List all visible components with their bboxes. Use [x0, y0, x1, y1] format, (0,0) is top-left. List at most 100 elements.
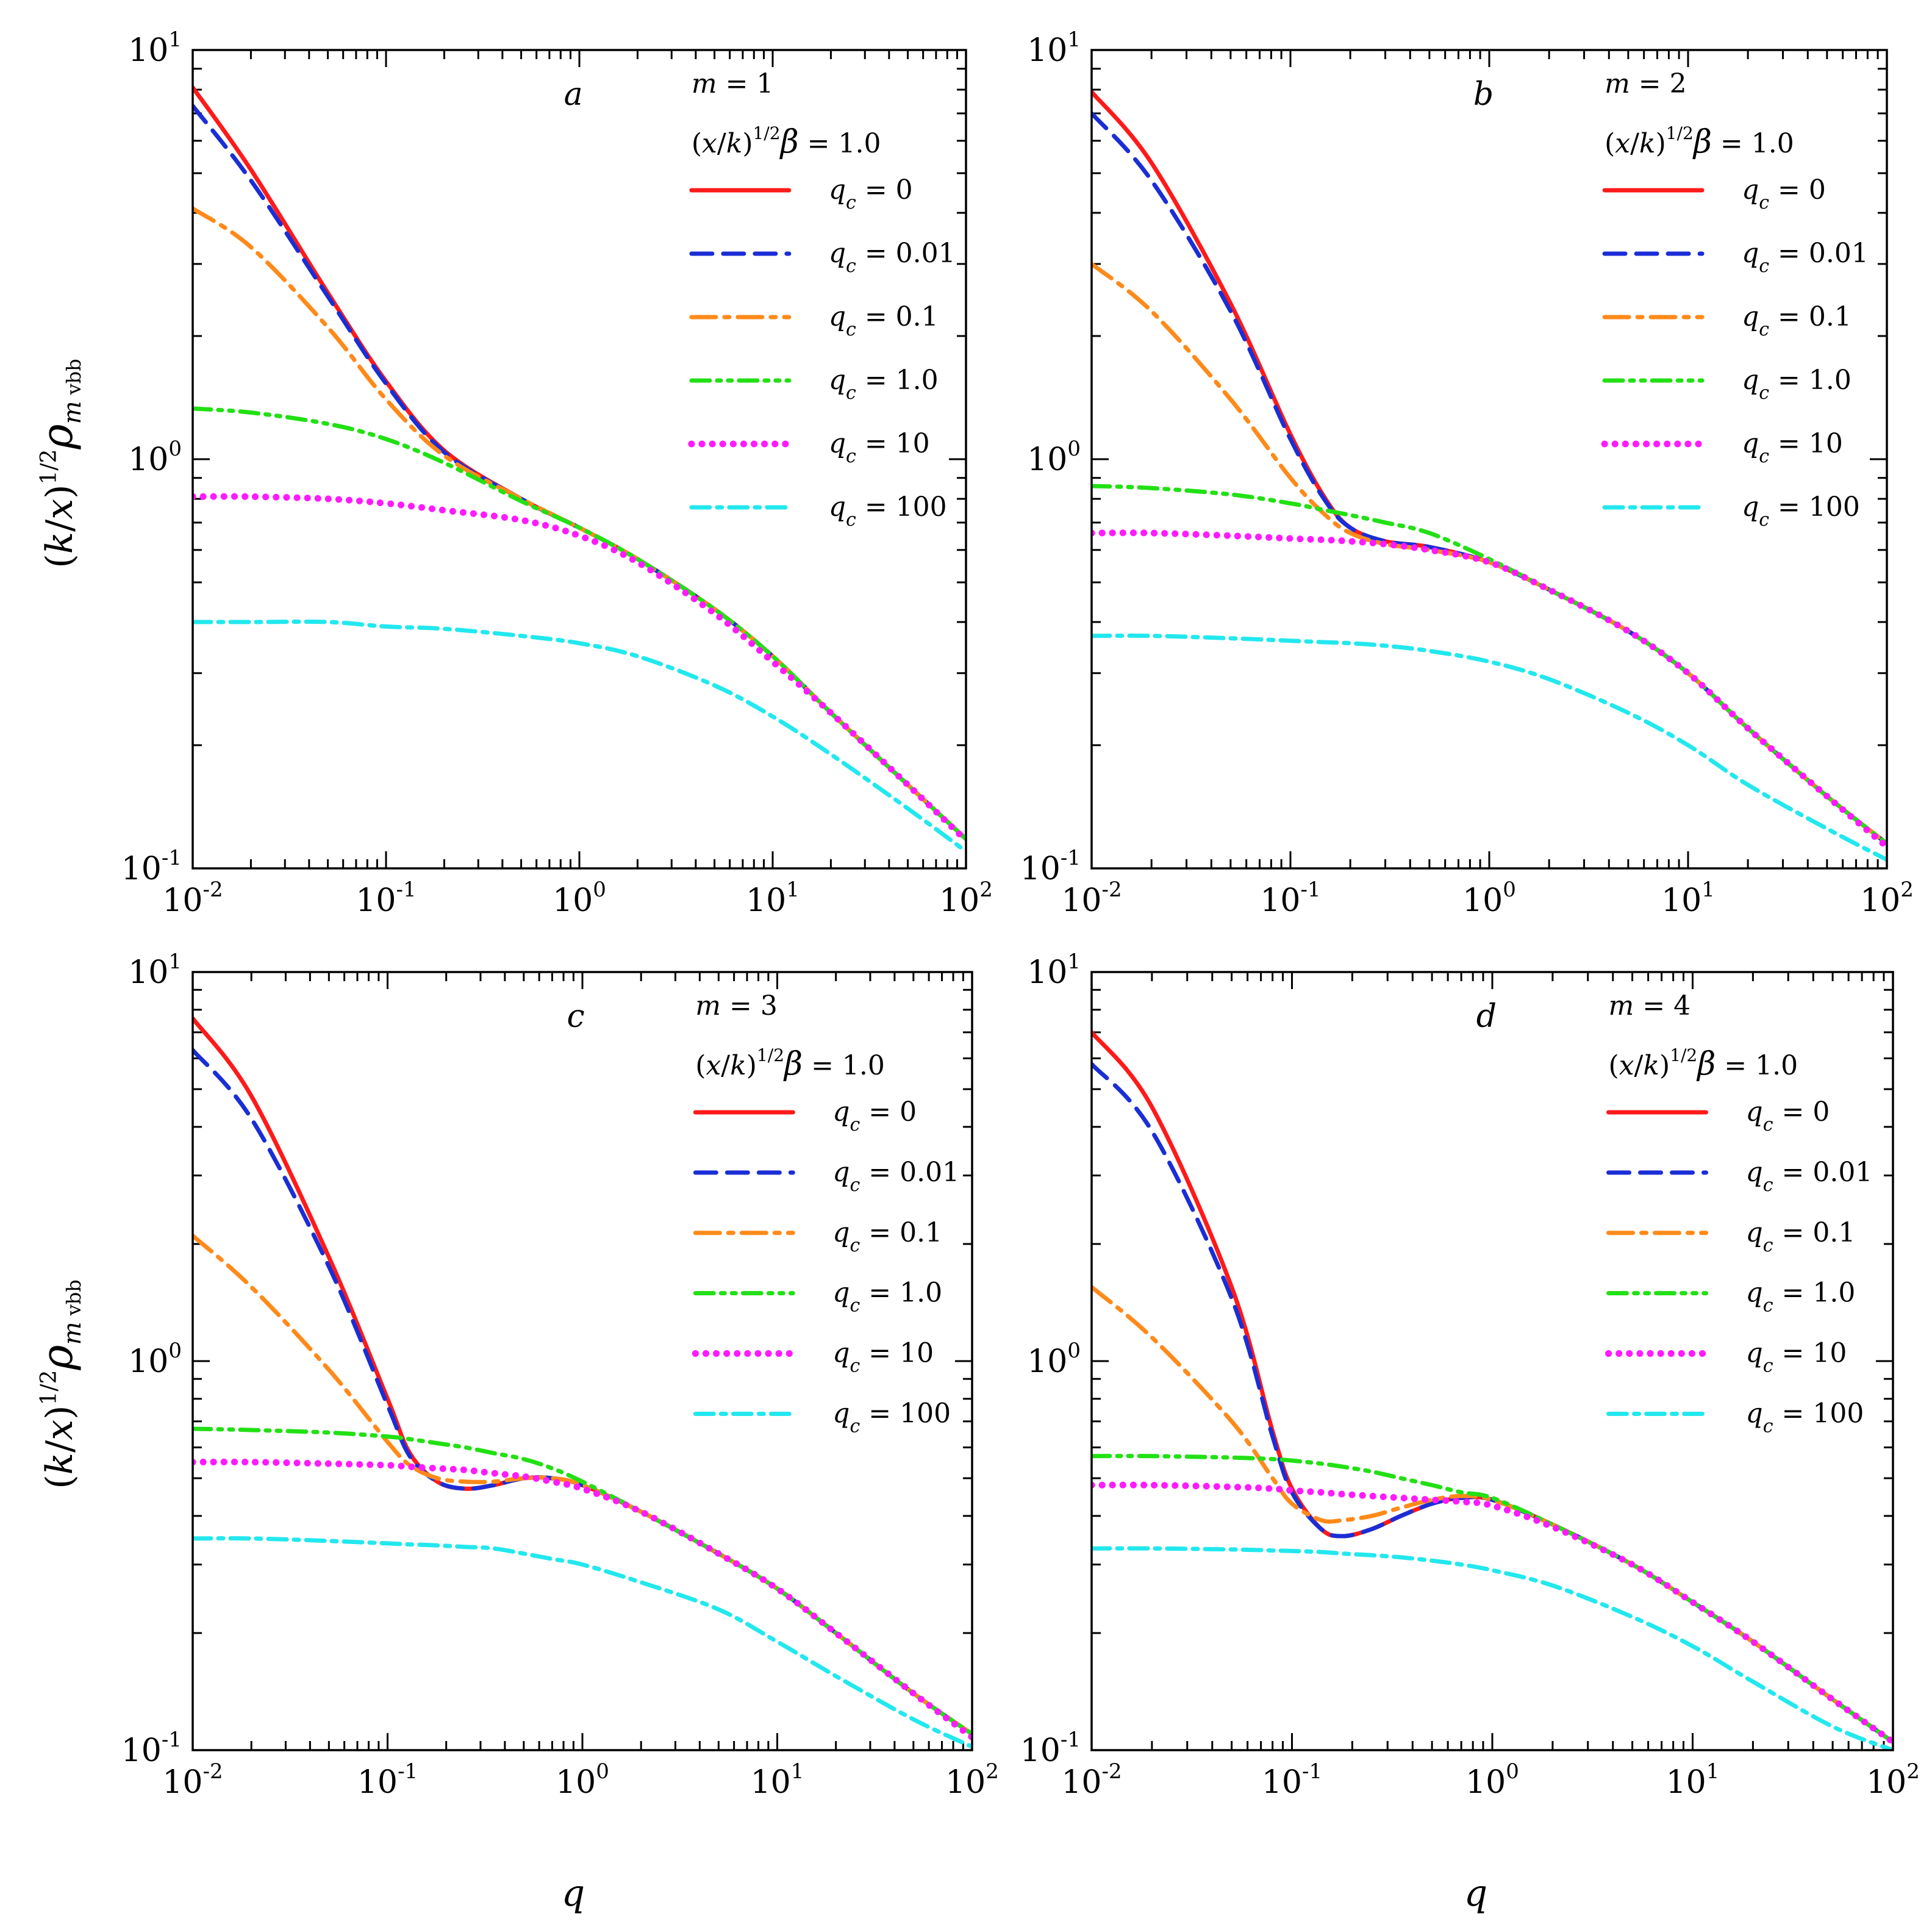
y-tick-label: 101	[1027, 949, 1081, 991]
x-tick-label: 102	[1860, 878, 1914, 919]
series-line-qc-100	[1092, 633, 1887, 862]
y-tick-label: 101	[128, 27, 182, 69]
y-tick-label: 10-1	[121, 1728, 182, 1769]
legend-label-qc-0_01: qc = 0.01	[832, 1157, 959, 1196]
y-tick-label: 10-1	[121, 846, 182, 887]
legend-label-qc-10: qc = 10	[1742, 428, 1843, 467]
m-label: m = 2	[1605, 68, 1687, 99]
legend-label-qc-1_0: qc = 1.0	[829, 365, 939, 404]
y-tick-label: 100	[128, 437, 182, 478]
legend-label-qc-0: qc = 0	[832, 1096, 917, 1135]
y-tick-label: 10-1	[1020, 846, 1081, 887]
x-tick-label: 100	[553, 878, 606, 919]
legend-label-qc-100: qc = 100	[1746, 1398, 1864, 1437]
panel-letter: a	[564, 76, 583, 113]
x-tick-label: 100	[1462, 878, 1516, 919]
series-line-qc-100	[1092, 1546, 1893, 1750]
m-label: m = 3	[695, 990, 778, 1021]
x-tick-label: 101	[1661, 878, 1715, 919]
x-tick-label: 101	[751, 1759, 804, 1801]
legend-label-qc-100: qc = 100	[832, 1398, 951, 1437]
legend-label-qc-0: qc = 0	[1746, 1096, 1830, 1135]
series-group	[1092, 90, 1887, 862]
x-axis-label-left: q	[562, 1872, 585, 1915]
y-tick-label: 101	[1027, 27, 1081, 69]
series-line-qc-10	[193, 1458, 972, 1741]
param-label: (x/k)1/2β = 1.0	[1605, 123, 1794, 160]
x-tick-label: 101	[1666, 1759, 1720, 1801]
plot-frame	[1090, 971, 1894, 1751]
legend-label-qc-10: qc = 10	[832, 1338, 934, 1377]
x-tick-label: 102	[939, 878, 993, 919]
legend-label-qc-0_01: qc = 0.01	[829, 238, 956, 277]
legend-label-qc-0_1: qc = 0.1	[832, 1217, 942, 1256]
param-label: (x/k)1/2β = 1.0	[692, 123, 881, 160]
x-axis-label-right: q	[1464, 1872, 1487, 1915]
legend-label-qc-0: qc = 0	[829, 174, 913, 213]
legend-label-qc-1_0: qc = 1.0	[832, 1278, 942, 1317]
x-tick-label: 102	[945, 1759, 999, 1801]
legend-label-qc-100: qc = 100	[829, 492, 947, 531]
x-tick-label: 10-1	[357, 1759, 418, 1801]
legend-label-qc-0_01: qc = 0.01	[1742, 238, 1869, 277]
y-tick-label: 100	[1027, 1339, 1081, 1380]
panel-letter: d	[1476, 998, 1497, 1035]
series-line-qc-0_01	[1092, 111, 1887, 846]
x-tick-label: 10-2	[1061, 878, 1122, 919]
plot-frame	[191, 49, 967, 870]
legend-label-qc-1_0: qc = 1.0	[1742, 365, 1852, 404]
series-line-qc-1_0	[1092, 484, 1887, 846]
series-line-qc-1_0	[193, 406, 966, 842]
legend-label-qc-0: qc = 0	[1742, 174, 1826, 213]
series-group	[1092, 1030, 1893, 1750]
x-tick-label: 10-1	[1262, 1759, 1322, 1801]
x-tick-label: 10-2	[1061, 1759, 1122, 1801]
legend-label-qc-100: qc = 100	[1742, 492, 1860, 531]
x-tick-label: 101	[746, 878, 800, 919]
x-tick-label: 102	[1866, 1759, 1920, 1801]
x-tick-label: 100	[1465, 1759, 1519, 1801]
legend-label-qc-10: qc = 10	[829, 428, 930, 467]
y-axis-label-top: (k/x)1/2ρm vbb	[32, 359, 87, 568]
series-line-qc-10	[193, 493, 966, 844]
x-tick-label: 10-2	[162, 878, 223, 919]
legend-label-qc-0_1: qc = 0.1	[1746, 1217, 1856, 1256]
series-line-qc-0_01	[193, 1048, 972, 1737]
y-tick-label: 101	[128, 949, 182, 991]
series-line-qc-1_0	[1092, 1454, 1893, 1744]
plot-frame	[1090, 49, 1888, 870]
legend-label-qc-0_01: qc = 0.01	[1746, 1157, 1873, 1196]
series-line-qc-0	[1092, 1030, 1893, 1744]
y-axis-label-bottom: (k/x)1/2ρm vbb	[32, 1279, 87, 1489]
y-tick-label: 100	[128, 1339, 182, 1380]
m-label: m = 1	[692, 68, 774, 99]
param-label: (x/k)1/2β = 1.0	[695, 1045, 885, 1082]
legend-label-qc-10: qc = 10	[1746, 1338, 1847, 1377]
panel-letter: c	[567, 998, 584, 1035]
series-group	[193, 1016, 972, 1749]
series-line-qc-100	[193, 619, 966, 854]
series-line-qc-100	[193, 1536, 972, 1749]
panel-letter: b	[1473, 76, 1494, 113]
series-group	[193, 85, 966, 854]
svg-text:(k/x)1/2ρm vbb: (k/x)1/2ρm vbb	[32, 1279, 87, 1489]
m-label: m = 4	[1609, 990, 1691, 1021]
legend-label-qc-0_1: qc = 0.1	[1742, 301, 1852, 340]
param-label: (x/k)1/2β = 1.0	[1609, 1045, 1798, 1082]
x-tick-label: 100	[556, 1759, 609, 1801]
x-tick-label: 10-1	[356, 878, 416, 919]
legend-label-qc-0_1: qc = 0.1	[829, 301, 939, 340]
plot-frame	[191, 971, 973, 1751]
svg-text:(k/x)1/2ρm vbb: (k/x)1/2ρm vbb	[32, 359, 87, 568]
series-line-qc-10	[1092, 529, 1887, 850]
y-tick-label: 10-1	[1020, 1728, 1081, 1769]
y-tick-label: 100	[1027, 437, 1081, 478]
series-line-qc-0_1	[1092, 262, 1887, 846]
x-tick-label: 10-2	[162, 1759, 223, 1801]
x-tick-label: 10-1	[1260, 878, 1320, 919]
